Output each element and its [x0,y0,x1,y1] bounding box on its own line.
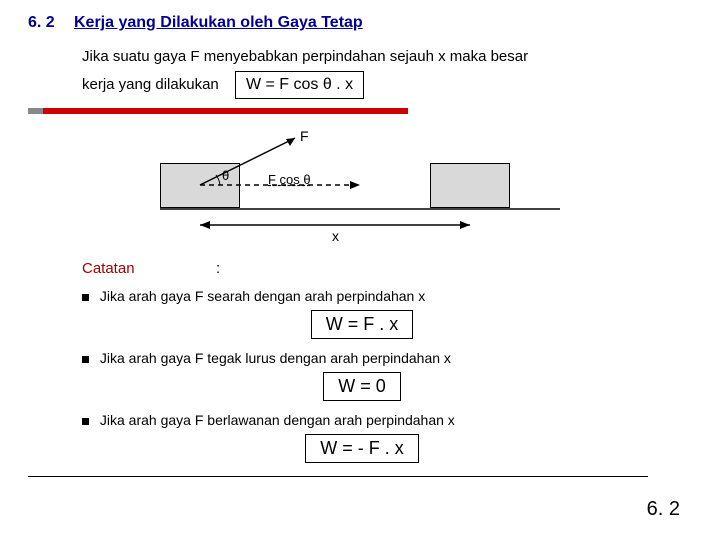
intro-line2-wrap: kerja yang dilakukan W = F cos θ . x [82,71,672,99]
intro-text: Jika suatu gaya F menyebabkan perpindaha… [82,46,672,99]
note-1-text: Jika arah gaya F searah dengan arah perp… [100,288,425,304]
label-F: F [300,128,309,144]
force-diagram: F θ F cos θ x [160,128,560,238]
note-3-text: Jika arah gaya F berlawanan dengan arah … [100,412,455,428]
label-x: x [332,228,339,244]
note-2-text: Jika arah gaya F tegak lurus dengan arah… [100,350,451,366]
intro-line2: kerja yang dilakukan [82,76,219,93]
note-1-formula-wrap: W = F . x [82,310,642,339]
footer-divider [28,476,648,477]
note-1-formula: W = F . x [311,310,414,339]
note-3-formula-wrap: W = - F . x [82,434,642,463]
section-number: 6. 2 [28,14,55,32]
formula-main: W = F cos θ . x [235,71,364,99]
note-3: Jika arah gaya F berlawanan dengan arah … [82,412,642,463]
title-underline-red [28,108,408,114]
diagram-svg [160,128,560,238]
bullet-icon [82,294,89,301]
note-3-formula: W = - F . x [305,434,419,463]
note-2-formula-wrap: W = 0 [82,372,642,401]
note-1: Jika arah gaya F searah dengan arah perp… [82,288,642,339]
catatan-label: Catatan [82,260,135,277]
page-number: 6. 2 [647,498,680,521]
note-2-formula: W = 0 [323,372,401,401]
note-2: Jika arah gaya F tegak lurus dengan arah… [82,350,642,401]
catatan-colon: : [216,260,220,277]
bullet-icon [82,418,89,425]
section-title: Kerja yang Dilakukan oleh Gaya Tetap [74,14,363,32]
label-theta: θ [222,168,229,183]
intro-line1: Jika suatu gaya F menyebabkan perpindaha… [82,46,672,67]
label-Fcos: F cos θ [268,172,311,187]
bullet-icon [82,356,89,363]
